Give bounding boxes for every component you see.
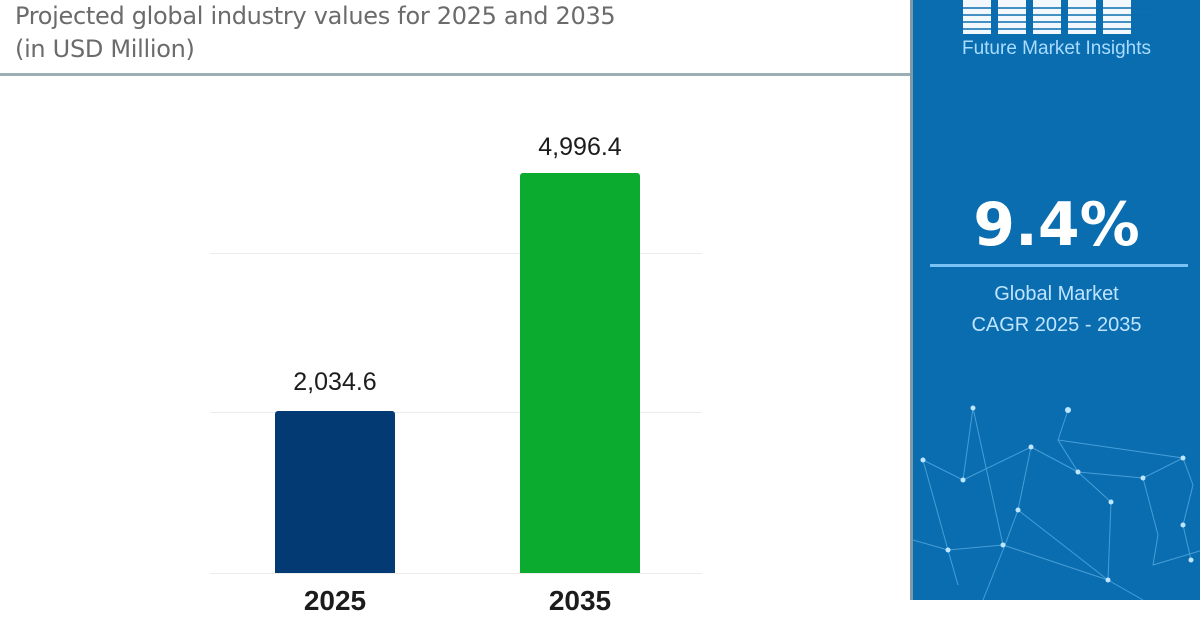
bar-value-label-2025: 2,034.6 xyxy=(293,368,377,396)
cagr-sidebar: Future Market Insights 9.4% Global Marke… xyxy=(910,0,1200,600)
brand-name: Future Market Insights xyxy=(961,38,1152,59)
category-label-2035: 2035 xyxy=(548,585,612,616)
bar-2035 xyxy=(520,173,640,573)
chart-title: Projected global industry values for 202… xyxy=(15,0,616,66)
title-divider xyxy=(0,73,910,76)
title-line-2: (in USD Million) xyxy=(15,35,195,63)
bar-2025 xyxy=(275,411,395,573)
network-pattern-icon xyxy=(913,405,1200,600)
bar-value-label-2035: 4,996.4 xyxy=(538,133,622,161)
category-label-2025: 2025 xyxy=(303,585,367,616)
cagr-label-line-2: CAGR 2025 - 2035 xyxy=(971,314,1142,336)
cagr-label-line-1: Global Market xyxy=(994,283,1119,305)
title-line-1: Projected global industry values for 202… xyxy=(15,2,616,30)
baseline xyxy=(210,573,702,574)
fmi-logo-icon xyxy=(958,0,1158,34)
gridline xyxy=(210,412,702,413)
chart-panel: Projected global industry values for 202… xyxy=(0,0,910,616)
cagr-value: 9.4% xyxy=(973,190,1140,260)
cagr-divider xyxy=(930,264,1188,267)
gridline xyxy=(210,253,702,254)
